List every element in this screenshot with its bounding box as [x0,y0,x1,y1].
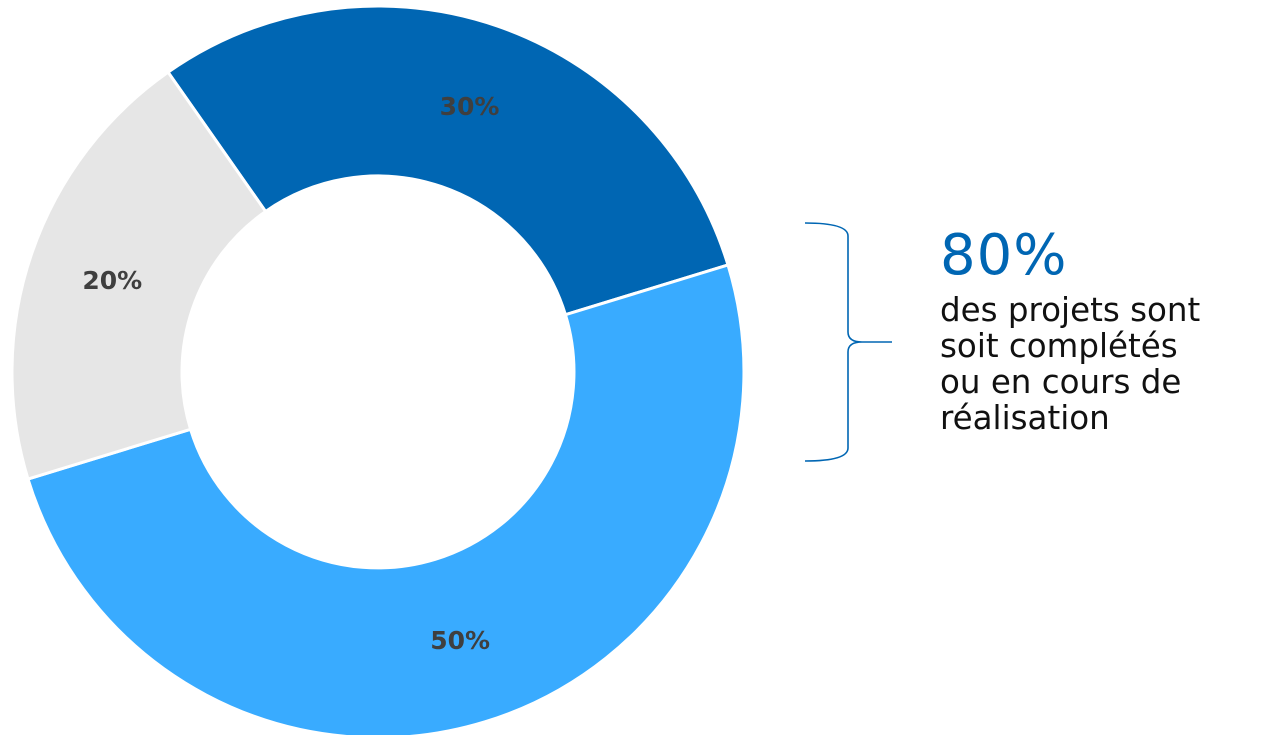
bracket-icon [804,222,892,462]
summary-line: soit complétés [940,327,1178,365]
summary-percentage: 80% [940,223,1068,288]
summary-description: des projets sont soit complétés ou en co… [940,292,1275,436]
slice-label: 30% [440,92,500,121]
donut-slices [10,4,746,735]
slice-label: 50% [430,626,490,655]
summary-line: ou en cours de [940,363,1182,401]
slice-labels: 30% 50% 20% [82,92,499,655]
summary-line: réalisation [940,399,1110,437]
donut-slice-20pct [10,70,268,481]
donut-slice-30pct [165,4,730,317]
summary-line: des projets sont [940,291,1201,329]
summary-annotation: 80% des projets sont soit complétés ou e… [940,223,1275,437]
slice-label: 20% [82,266,142,295]
donut-slice-50pct [26,263,746,735]
